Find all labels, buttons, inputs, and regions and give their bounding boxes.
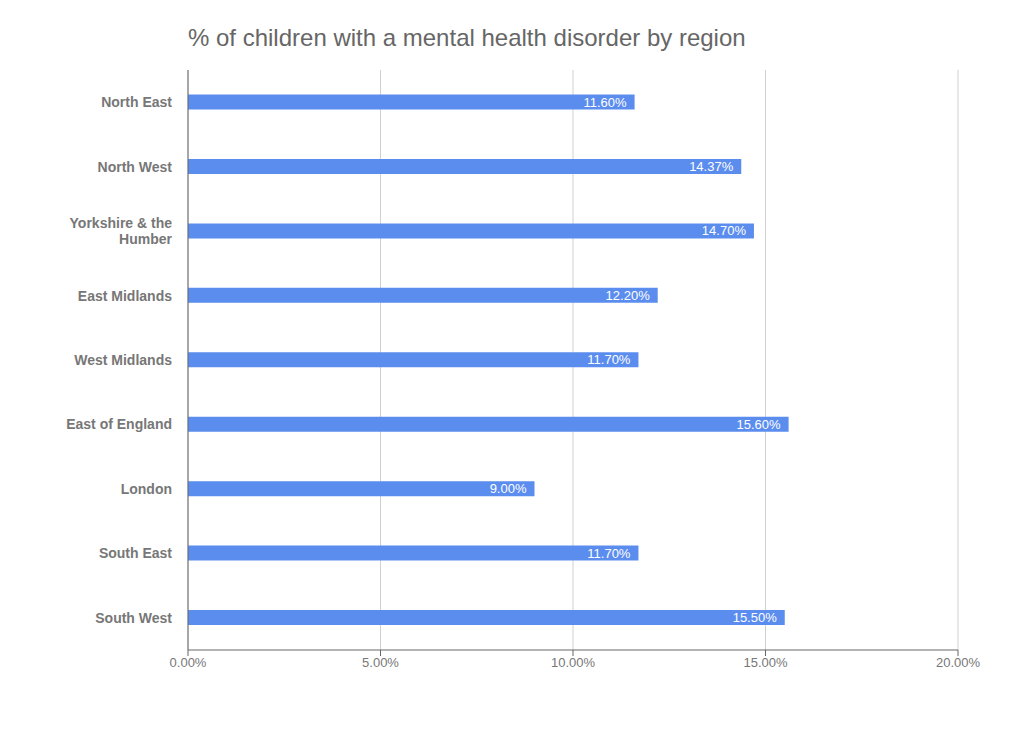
svg-text:East Midlands: East Midlands xyxy=(78,288,172,304)
svg-text:15.60%: 15.60% xyxy=(737,417,782,432)
svg-text:London: London xyxy=(121,481,172,497)
svg-text:10.00%: 10.00% xyxy=(551,655,596,670)
svg-text:5.00%: 5.00% xyxy=(362,655,399,670)
svg-text:0.00%: 0.00% xyxy=(170,655,207,670)
svg-text:North East: North East xyxy=(101,94,172,110)
svg-text:South East: South East xyxy=(99,545,172,561)
svg-text:East of England: East of England xyxy=(66,416,172,432)
svg-text:South West: South West xyxy=(95,610,172,626)
svg-text:11.70%: 11.70% xyxy=(587,352,631,367)
svg-text:11.70%: 11.70% xyxy=(587,546,631,561)
html-text:% of children with a mental he: % of children with a mental health disor… xyxy=(188,24,746,51)
svg-text:North West: North West xyxy=(98,159,173,175)
svg-text:Yorkshire & theHumber: Yorkshire & theHumber xyxy=(70,215,173,247)
svg-text:9.00%: 9.00% xyxy=(490,481,527,496)
svg-text:14.70%: 14.70% xyxy=(702,223,747,238)
svg-text:20.00%: 20.00% xyxy=(936,655,981,670)
svg-text:West Midlands: West Midlands xyxy=(74,352,172,368)
svg-text:12.20%: 12.20% xyxy=(606,288,651,303)
svg-text:14.37%: 14.37% xyxy=(689,159,734,174)
svg-text:11.60%: 11.60% xyxy=(583,95,627,110)
svg-text:15.00%: 15.00% xyxy=(743,655,788,670)
svg-text:15.50%: 15.50% xyxy=(733,610,778,625)
